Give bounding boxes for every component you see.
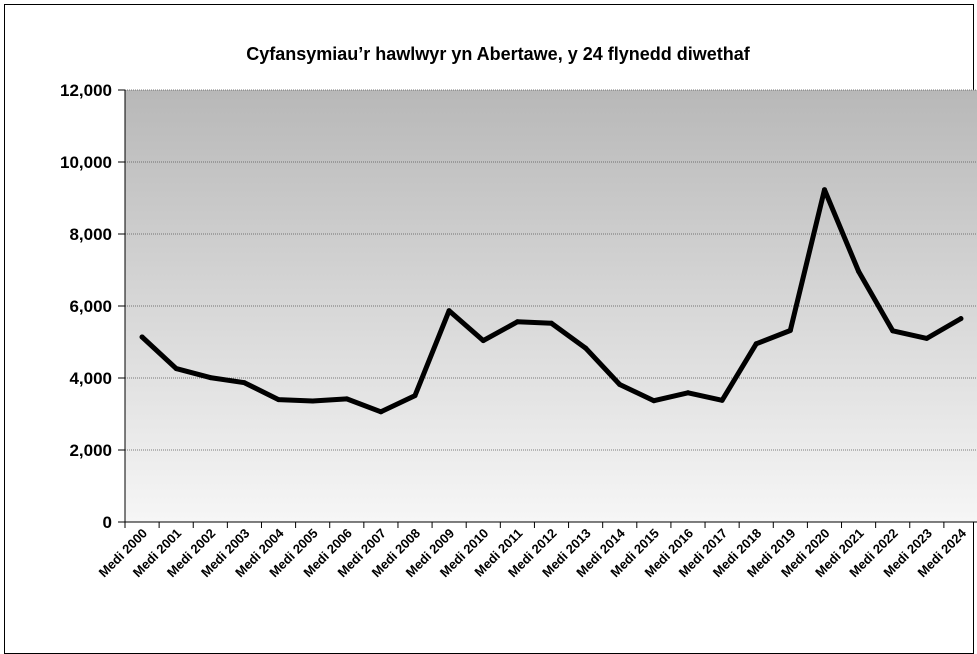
data-point (958, 316, 964, 322)
data-point (480, 338, 486, 344)
data-point (685, 390, 691, 396)
data-point (651, 398, 657, 404)
data-point (822, 187, 827, 193)
chart-title: Cyfansymiau’r hawlwyr yn Abertawe, y 24 … (246, 44, 750, 64)
data-point (446, 308, 452, 314)
data-point (719, 397, 725, 403)
y-tick-label: 6,000 (69, 297, 112, 316)
data-point (856, 268, 862, 274)
data-point (514, 319, 520, 325)
data-point (549, 320, 554, 326)
data-point (241, 380, 247, 386)
data-point (753, 341, 759, 347)
data-point (583, 345, 589, 351)
y-tick-label: 4,000 (69, 369, 112, 388)
y-tick-label: 8,000 (69, 225, 112, 244)
data-point (787, 328, 793, 333)
data-point (412, 393, 418, 399)
data-point (924, 335, 930, 341)
data-point (344, 396, 350, 402)
data-point (617, 382, 623, 387)
data-point (207, 375, 213, 381)
data-point (276, 397, 281, 403)
y-tick-label: 2,000 (69, 441, 112, 460)
y-tick-label: 12,000 (60, 81, 112, 100)
data-point (890, 328, 896, 334)
data-point (173, 366, 179, 372)
data-point (139, 334, 145, 340)
data-point (310, 398, 316, 404)
y-tick-label: 10,000 (60, 153, 112, 172)
data-point (378, 409, 384, 415)
y-tick-label: 0 (103, 513, 112, 532)
